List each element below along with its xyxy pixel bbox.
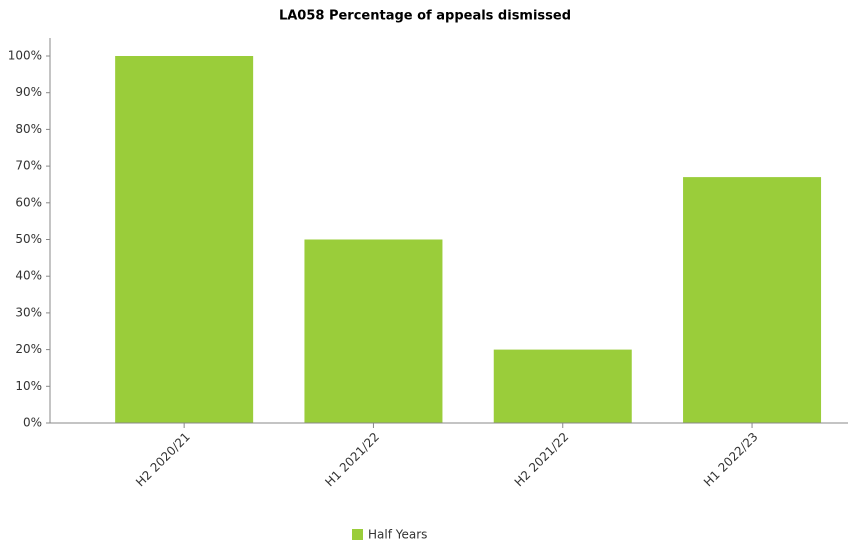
y-tick-label: 70%	[15, 159, 42, 173]
y-tick-label: 40%	[15, 269, 42, 283]
x-tick-label: H1 2021/22	[322, 430, 382, 490]
y-tick-label: 0%	[23, 416, 42, 430]
y-tick-label: 80%	[15, 122, 42, 136]
legend-label: Half Years	[368, 528, 427, 542]
legend-swatch	[352, 529, 363, 540]
x-tick-label: H2 2021/22	[512, 430, 572, 490]
bar	[493, 349, 632, 423]
y-tick-label: 60%	[15, 195, 42, 209]
bar	[683, 177, 822, 423]
y-tick-label: 20%	[15, 342, 42, 356]
y-tick-label: 30%	[15, 305, 42, 319]
bar	[115, 56, 254, 423]
chart-title: LA058 Percentage of appeals dismissed	[279, 9, 571, 24]
x-tick-label: H2 2020/21	[133, 430, 193, 490]
y-tick-label: 100%	[8, 49, 42, 63]
y-tick-label: 50%	[15, 232, 42, 246]
y-tick-label: 10%	[15, 379, 42, 393]
bar	[304, 239, 443, 423]
x-tick-label: H1 2022/23	[701, 430, 761, 490]
y-tick-label: 90%	[15, 85, 42, 99]
